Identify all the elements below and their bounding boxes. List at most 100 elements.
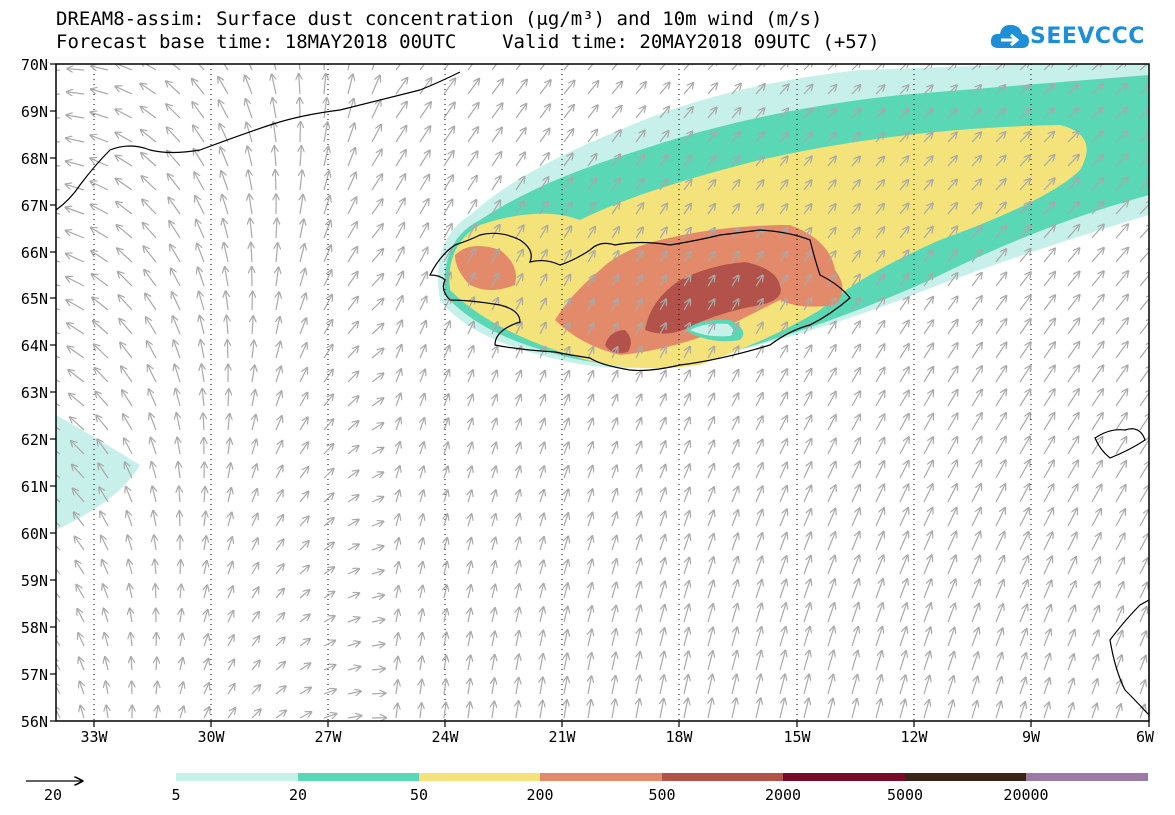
wind-arrow (1115, 342, 1128, 359)
wind-arrow (755, 463, 763, 479)
wind-arrow (971, 580, 980, 599)
wind-arrow (371, 76, 380, 95)
wind-arrow (299, 688, 311, 695)
wind-arrow (96, 392, 109, 407)
wind-arrow (564, 584, 568, 599)
wind-arrow (420, 703, 422, 719)
wind-arrow (683, 107, 693, 119)
wind-arrow (611, 179, 620, 191)
wind-arrow (851, 579, 859, 599)
wind-arrow (171, 269, 181, 287)
wind-arrow (635, 300, 642, 311)
wind-arrow (755, 557, 762, 575)
wind-arrow (123, 414, 133, 431)
wind-arrow (947, 628, 955, 647)
wind-arrow (220, 148, 229, 167)
wind-arrow (899, 532, 908, 551)
wind-arrow (347, 667, 360, 670)
wind-arrow (875, 556, 883, 575)
wind-arrow (635, 155, 644, 167)
wind-arrow (755, 487, 763, 503)
wind-arrow (273, 122, 276, 143)
wind-arrow (1019, 64, 1029, 71)
wind-arrow (468, 467, 472, 479)
wind-arrow (516, 443, 520, 455)
wind-arrow (851, 651, 858, 671)
wind-arrow (347, 569, 359, 574)
wind-arrow (419, 126, 430, 143)
wind-arrow (564, 395, 569, 407)
wind-arrow (684, 699, 688, 719)
wind-arrow (707, 84, 717, 95)
wind-arrow (491, 249, 499, 263)
wind-arrow (995, 653, 1002, 671)
wind-arrow (251, 636, 259, 647)
wind-arrow (827, 64, 837, 71)
wind-arrow (97, 440, 109, 455)
wind-arrow (540, 631, 543, 647)
wind-arrow (252, 464, 257, 479)
wind-arrow (539, 323, 546, 335)
wind-arrow (251, 709, 261, 719)
wind-arrow (612, 513, 617, 527)
wind-arrow (68, 69, 85, 70)
wind-arrow (371, 620, 384, 623)
wind-arrow (347, 347, 358, 359)
wind-arrow (245, 76, 253, 95)
wind-arrow (540, 419, 545, 431)
wind-arrow (899, 700, 905, 719)
wind-arrow (323, 196, 330, 215)
wind-arrow (467, 322, 474, 335)
wind-arrow (468, 656, 471, 671)
wind-arrow (492, 514, 496, 527)
wind-arrow (923, 461, 933, 479)
wind-arrow (659, 371, 666, 383)
wind-arrow (803, 416, 811, 431)
wind-arrow (347, 99, 354, 119)
wind-arrow (1091, 582, 1100, 599)
wind-arrow (102, 560, 109, 575)
wind-arrow (971, 652, 978, 671)
wind-arrow (141, 64, 157, 71)
wind-arrow (173, 316, 181, 335)
logo-text: SEEVCCC (1030, 24, 1145, 49)
wind-arrow (104, 633, 108, 647)
wind-arrow (779, 109, 788, 119)
wind-arrow (75, 537, 85, 551)
wind-arrow (683, 465, 690, 479)
wind-arrow (708, 699, 712, 719)
wind-arrow (827, 345, 836, 359)
wind-arrow (444, 443, 448, 455)
wind-arrow (923, 85, 933, 95)
wind-arrow (875, 579, 883, 599)
wind-arrow (563, 275, 570, 287)
wind-arrow (1139, 632, 1146, 647)
wind-arrow (731, 440, 738, 455)
wind-arrow (731, 370, 738, 383)
wind-arrow (899, 204, 908, 215)
wind-arrow (275, 540, 283, 551)
wind-arrow (66, 277, 85, 287)
wind-arrow (659, 323, 666, 335)
legend-swatch (176, 773, 298, 781)
wind-arrow (564, 654, 567, 671)
wind-arrow (1091, 225, 1104, 239)
wind-arrow (947, 701, 953, 719)
wind-arrow (194, 149, 205, 167)
wind-arrow (56, 331, 61, 335)
wind-arrow (923, 603, 931, 623)
wind-arrow (227, 340, 228, 359)
lon-label: 21W (548, 728, 576, 746)
wind-arrow (540, 701, 543, 719)
wind-arrow (371, 299, 383, 311)
wind-arrow (468, 538, 471, 551)
wind-arrow (612, 606, 616, 623)
wind-arrow (1139, 177, 1149, 191)
wind-arrow (129, 584, 132, 599)
wind-arrow (1019, 532, 1029, 551)
wind-arrow (347, 75, 353, 95)
wind-arrow (947, 156, 957, 167)
wind-arrow (683, 581, 689, 599)
wind-arrow (1043, 319, 1055, 335)
wind-arrow (755, 180, 763, 191)
